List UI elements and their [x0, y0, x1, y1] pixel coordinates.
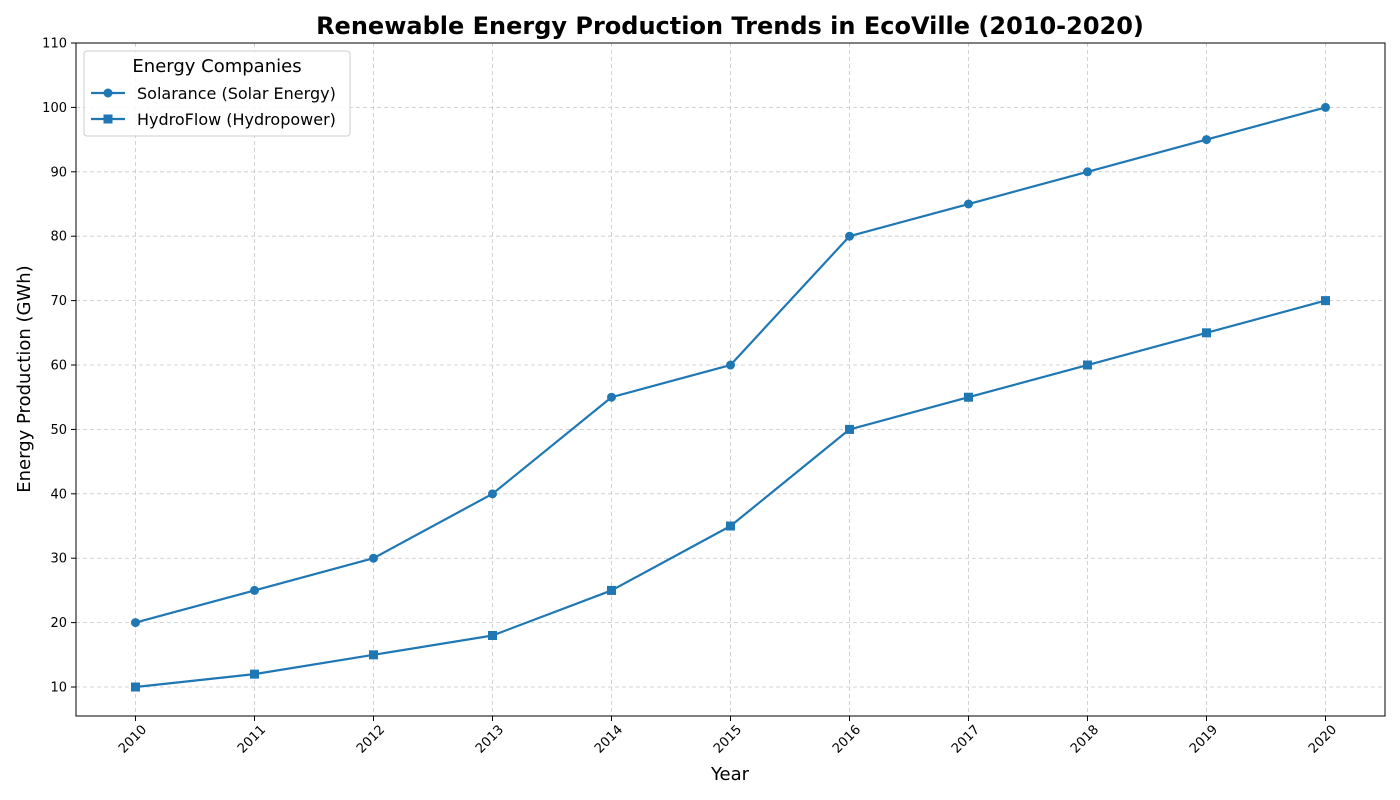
data-point-solarance-2013 [488, 489, 497, 499]
series-solarance [131, 102, 1330, 628]
legend-marker-solarance [103, 88, 113, 98]
y-tick-label: 60 [50, 359, 67, 374]
data-point-hydroflow-2016 [845, 424, 854, 434]
x-tick-label: 2012 [354, 723, 388, 757]
legend: Energy Companies Solarance (Solar Energy… [83, 50, 351, 137]
legend-marker-hydroflow [103, 114, 113, 124]
chart-title: Renewable Energy Production Trends in Ec… [316, 12, 1144, 40]
data-point-hydroflow-2010 [131, 682, 140, 692]
y-tick-label: 70 [50, 294, 67, 309]
data-point-solarance-2011 [250, 585, 259, 595]
legend-box [83, 50, 351, 137]
legend-entry-solarance: Solarance (Solar Energy) [91, 84, 336, 103]
data-point-solarance-2017 [964, 199, 973, 209]
data-point-hydroflow-2012 [369, 650, 378, 660]
data-point-hydroflow-2017 [964, 392, 973, 402]
x-tick-label: 2020 [1306, 723, 1340, 757]
data-point-hydroflow-2014 [607, 585, 616, 595]
y-tick-label: 10 [50, 681, 67, 696]
y-tick-label: 110 [42, 37, 67, 52]
y-tick-label: 20 [50, 616, 67, 631]
y-tick-label: 30 [50, 552, 67, 567]
x-tick-label: 2016 [830, 723, 864, 757]
x-tick-label: 2010 [116, 723, 150, 757]
x-tick-label: 2015 [711, 723, 745, 757]
data-point-solarance-2014 [607, 392, 616, 402]
x-tick-label: 2018 [1068, 723, 1102, 757]
legend-entry-hydroflow: HydroFlow (Hydropower) [91, 110, 336, 129]
x-axis-label: Year [710, 764, 750, 785]
legend-entries: Solarance (Solar Energy) HydroFlow (Hydro… [91, 84, 336, 129]
data-point-hydroflow-2013 [488, 630, 497, 640]
y-tick-label: 50 [50, 423, 67, 438]
y-axis-label: Energy Production (GWh) [14, 265, 35, 492]
y-tick-label: 90 [50, 165, 67, 180]
legend-label-solarance: Solarance (Solar Energy) [137, 84, 336, 103]
y-tick-label: 40 [50, 487, 67, 502]
x-tick-label: 2014 [592, 723, 626, 757]
legend-title: Energy Companies [132, 56, 301, 77]
data-point-hydroflow-2019 [1202, 328, 1211, 338]
data-point-solarance-2020 [1321, 102, 1330, 112]
y-tick-label: 80 [50, 230, 67, 245]
data-point-hydroflow-2020 [1321, 296, 1330, 306]
data-point-solarance-2012 [369, 553, 378, 563]
data-point-solarance-2010 [131, 618, 140, 628]
x-tick-label: 2013 [473, 723, 507, 757]
data-point-solarance-2015 [726, 360, 735, 370]
data-point-hydroflow-2015 [726, 521, 735, 531]
series-layer [131, 102, 1330, 692]
data-point-hydroflow-2011 [250, 669, 259, 679]
y-axis: 10 20 30 40 50 60 70 80 90 100 110 [42, 37, 76, 696]
x-axis: 2010 2011 2012 2013 2014 2015 2016 2017 2018 2019… [116, 716, 1340, 757]
x-tick-label: 2017 [949, 723, 983, 757]
series-hydroflow [131, 296, 1330, 692]
y-tick-label: 100 [42, 101, 67, 116]
data-point-solarance-2018 [1083, 167, 1092, 177]
data-point-solarance-2019 [1202, 135, 1211, 145]
data-point-hydroflow-2018 [1083, 360, 1092, 370]
legend-label-hydroflow: HydroFlow (Hydropower) [137, 110, 336, 129]
x-tick-label: 2011 [235, 723, 269, 757]
x-tick-label: 2019 [1187, 723, 1221, 757]
data-point-solarance-2016 [845, 231, 854, 241]
